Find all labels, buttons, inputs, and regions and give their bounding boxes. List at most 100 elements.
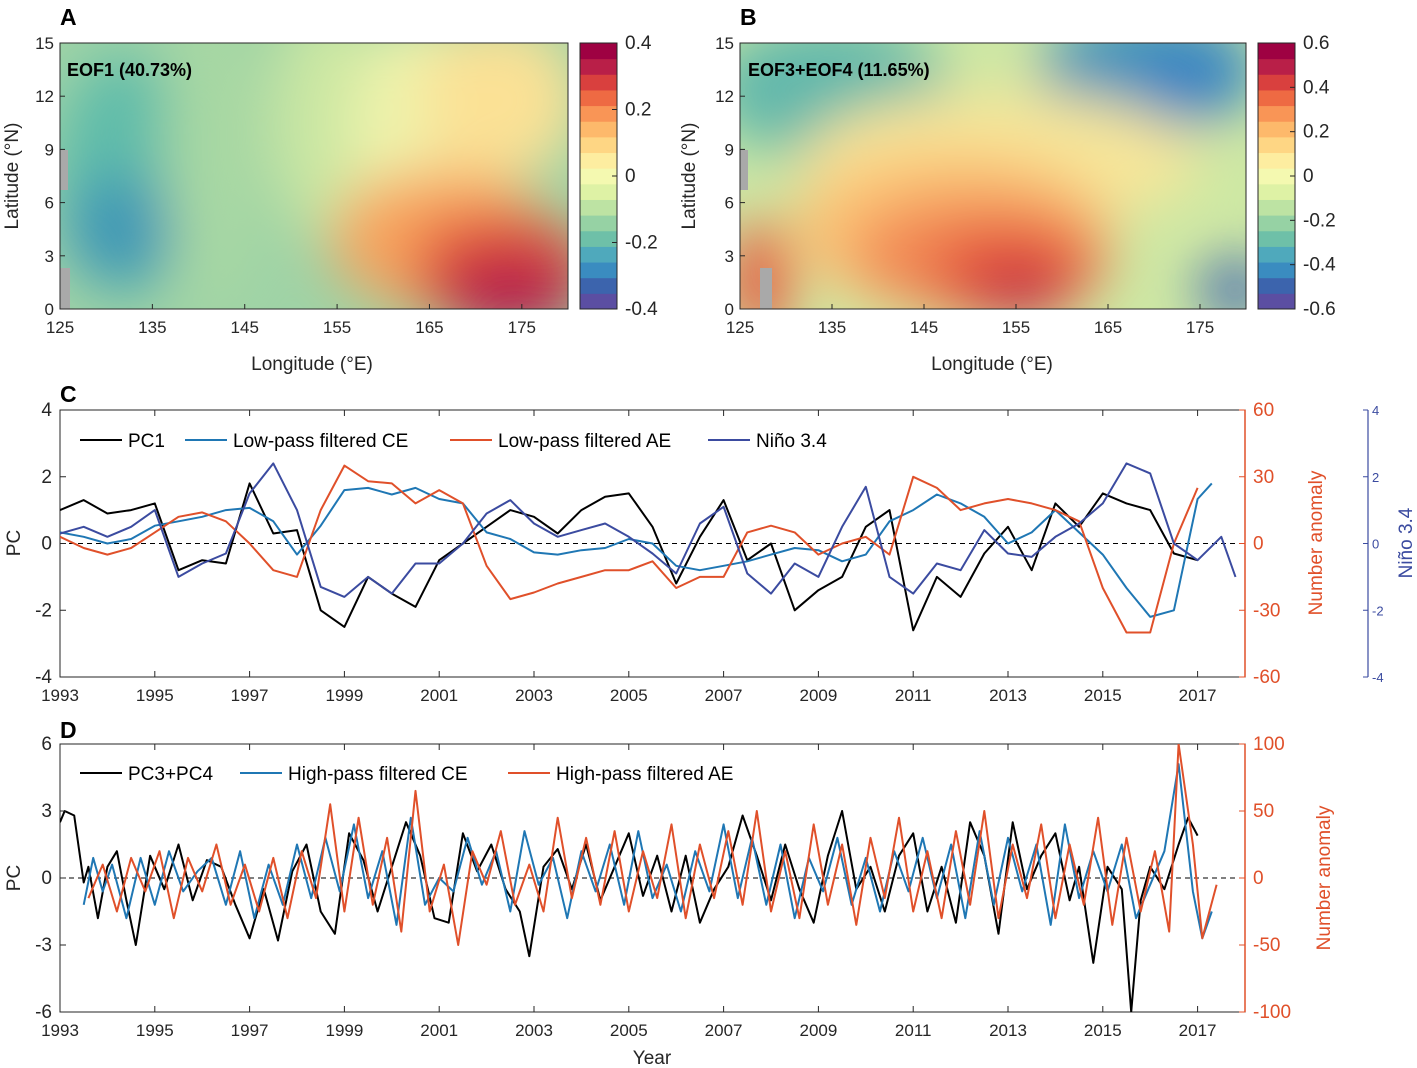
panel-c-xtick-label: 1995 <box>136 686 174 705</box>
panel-a-xlabel: Longitude (°E) <box>251 354 373 375</box>
panel-c-ytick-right-label: 0 <box>1253 534 1264 555</box>
panel-d-xtick-label: 1995 <box>136 1021 174 1040</box>
panel-d-xtick-label: 2007 <box>705 1021 743 1040</box>
panel-b-colorbar-cell <box>1258 262 1295 279</box>
panel-c-series-low-pass-filtered-ce <box>60 482 1213 618</box>
panel-d-xtick-label: 2015 <box>1084 1021 1122 1040</box>
panel-b-ytick-label: 15 <box>715 34 734 53</box>
panel-a-map-title: EOF1 (40.73%) <box>67 60 192 80</box>
panel-c-ylabel: PC <box>4 530 25 556</box>
panel-a-colorbar-cell <box>580 105 617 122</box>
panel-d-xtick-label: 2005 <box>610 1021 648 1040</box>
panel-c-series-pc1 <box>60 482 1198 632</box>
panel-c-ytick-label: -4 <box>35 667 52 688</box>
panel-a-colorbar-cell <box>580 43 617 60</box>
panel-c-letter: C <box>60 381 77 407</box>
panel-a-ytick-label: 6 <box>45 194 54 213</box>
panel-d-xlabel: Year <box>633 1048 672 1068</box>
panel-d-ytick-right-label: 100 <box>1253 734 1285 755</box>
legend-highpass-ce: High-pass filtered CE <box>288 764 468 785</box>
panel-a-ytick-label: 3 <box>45 247 54 266</box>
panel-b-ytick-label: 9 <box>725 140 734 159</box>
panel-d-xtick-label: 2011 <box>895 1021 932 1040</box>
panel-a-xtick-label: 135 <box>138 318 166 337</box>
panel-c-xtick-label: 1993 <box>41 686 79 705</box>
panel-c-legend: PC1 Low-pass filtered CE Low-pass filter… <box>80 431 827 452</box>
panel-c-ytick-right-label: 30 <box>1253 467 1274 488</box>
panel-d-ytick-right-label: -50 <box>1253 935 1280 956</box>
panel-c-ytick-label: -2 <box>35 600 52 621</box>
panel-c-ylabel-right2: Niño 3.4 <box>1396 507 1417 578</box>
panel-d-ytick-right-label: 0 <box>1253 868 1264 889</box>
panel-a-colorbar-cell <box>580 199 617 216</box>
panel-d-ytick-right-label: 50 <box>1253 801 1274 822</box>
panel-c-xtick-label: 2011 <box>895 686 932 705</box>
panel-a-ytick-label: 12 <box>35 87 54 106</box>
panel-d-ytick-label: 3 <box>41 801 52 822</box>
panel-c-series-low-pass-filtered-ae <box>60 464 1199 634</box>
panel-a-colorbar-cell <box>580 136 617 154</box>
panel-b-colorbar-label: 0 <box>1303 166 1314 187</box>
legend-lowpass-ae: Low-pass filtered AE <box>498 431 671 452</box>
panel-c-ytick-label: 4 <box>41 400 52 421</box>
panel-d-xtick-label: 1997 <box>231 1021 269 1040</box>
panel-a-colorbar-cell <box>580 277 617 294</box>
panel-b-colorbar-cell <box>1258 136 1295 154</box>
panel-b-ylabel: Latitude (°N) <box>679 123 700 230</box>
panel-d-ytick-label: 0 <box>41 868 52 889</box>
panel-c-series-ni-o-3-4 <box>60 462 1237 598</box>
panel-a-xtick-label: 145 <box>231 318 259 337</box>
panel-b: EOF3+EOF4 (11.65%) B 125 135 145 155 165 175 0… <box>679 4 1336 375</box>
panel-b-colorbar-label: 0.6 <box>1303 33 1329 54</box>
panel-d-ylabel-right: Number anomaly <box>1314 805 1335 950</box>
panel-c-ytick-right-label: -30 <box>1253 600 1280 621</box>
panel-c-ytick-label: 2 <box>41 467 52 488</box>
panel-a-colorbar-label: 0.4 <box>625 33 652 54</box>
panel-b-heatmap <box>740 43 1246 309</box>
panel-a-xtick-label: 155 <box>323 318 351 337</box>
panel-b-colorbar-cell <box>1258 293 1295 310</box>
panel-b-colorbar-label: -0.2 <box>1303 210 1336 231</box>
panel-d-series-high-pass-filtered-ae <box>87 744 1218 946</box>
panel-d-series-high-pass-filtered-ce <box>82 763 1213 940</box>
panel-d-ytick-label: 6 <box>41 734 52 755</box>
panel-c-xtick-label: 2013 <box>989 686 1027 705</box>
panel-c-xtick-label: 2001 <box>420 686 458 705</box>
panel-a-colorbar-cell <box>580 74 617 91</box>
panel-b-xlabel: Longitude (°E) <box>931 354 1053 375</box>
panel-a-colorbar-cell <box>580 121 617 138</box>
panel-b-letter: B <box>740 4 757 30</box>
panel-c-xtick-label: 2005 <box>610 686 648 705</box>
panel-c-ticks: 1993 1995 1997 1999 2001 2003 2005 2007 2009 2011… <box>35 400 1383 705</box>
panel-c-ytick-label: 0 <box>41 534 52 555</box>
panel-a-colorbar-cell <box>580 215 617 232</box>
panel-d-ticks: 1993 1995 1997 1999 2001 2003 2005 2007 2009 2011… <box>35 734 1291 1040</box>
panel-d-series <box>60 744 1218 1012</box>
panel-a-colorbar-cell <box>580 230 617 247</box>
panel-d-xtick-label: 1999 <box>325 1021 363 1040</box>
panel-a-xtick-label: 175 <box>508 318 536 337</box>
panel-b-colorbar-cell <box>1258 152 1295 169</box>
panel-d-xtick-label: 2001 <box>420 1021 458 1040</box>
panel-c-xtick-label: 1999 <box>325 686 363 705</box>
panel-b-ytick-label: 6 <box>725 194 734 213</box>
panel-b-colorbar-cell <box>1258 168 1295 185</box>
panel-d-ytick-label: -6 <box>35 1002 52 1023</box>
panel-b-colorbar-label: -0.6 <box>1303 299 1336 320</box>
panel-a-colorbar-cell <box>580 246 617 263</box>
panel-b-frame <box>739 42 1247 310</box>
panel-a-colorbar-cell <box>580 183 617 200</box>
panel-d-ytick-label: -3 <box>35 935 52 956</box>
panel-a: EOF1 (40.73%) A 125 135 145 155 165 175036912… <box>2 4 658 375</box>
legend-pc1: PC1 <box>128 431 165 452</box>
panel-b-colorbar-label: -0.4 <box>1303 255 1336 276</box>
panel-b-colorbar-label: 0.4 <box>1303 77 1330 98</box>
panel-d-ytick-right-label: -100 <box>1253 1002 1291 1023</box>
legend-highpass-ae: High-pass filtered AE <box>556 764 733 785</box>
panel-d-xtick-label: 2013 <box>989 1021 1027 1040</box>
panel-c-ytick-right2-label: 0 <box>1372 537 1379 552</box>
panel-b-colorbar-cell <box>1258 121 1295 138</box>
panel-d-letter: D <box>60 717 77 743</box>
panel-b-xtick-label: 145 <box>910 318 938 337</box>
